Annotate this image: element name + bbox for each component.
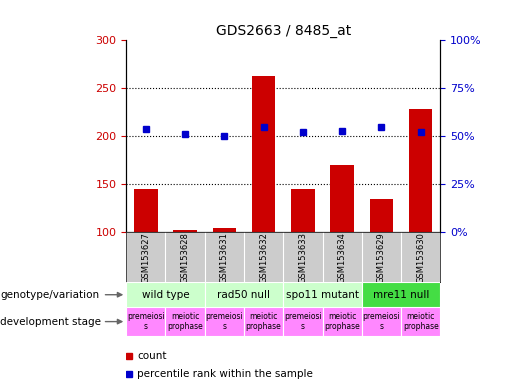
Bar (370, 199, 393, 328)
Text: GSM153632: GSM153632 (259, 232, 268, 283)
Bar (252, 76, 276, 328)
Bar (291, 189, 315, 328)
Bar (204, 282, 283, 307)
Text: GSM153628: GSM153628 (181, 232, 190, 283)
Bar (283, 307, 322, 336)
Bar (409, 109, 433, 328)
Text: development stage: development stage (0, 316, 101, 327)
Text: premeiosi
s: premeiosi s (205, 312, 243, 331)
Bar (213, 228, 236, 328)
Text: premeiosi
s: premeiosi s (127, 312, 165, 331)
Text: rad50 null: rad50 null (217, 290, 270, 300)
Bar (362, 282, 440, 307)
Bar (204, 307, 244, 336)
Text: wild type: wild type (142, 290, 189, 300)
Text: percentile rank within the sample: percentile rank within the sample (138, 369, 313, 379)
Text: premeiosi
s: premeiosi s (284, 312, 322, 331)
Text: meiotic
prophase: meiotic prophase (324, 312, 360, 331)
Bar (165, 307, 204, 336)
Bar (322, 307, 362, 336)
Bar (126, 307, 165, 336)
Text: GSM153630: GSM153630 (416, 232, 425, 283)
Text: premeiosi
s: premeiosi s (363, 312, 400, 331)
Bar (244, 307, 283, 336)
Text: GSM153627: GSM153627 (141, 232, 150, 283)
Bar (401, 307, 440, 336)
Text: count: count (138, 351, 167, 361)
Bar (362, 307, 401, 336)
Text: meiotic
prophase: meiotic prophase (403, 312, 439, 331)
Text: genotype/variation: genotype/variation (0, 290, 99, 300)
Bar (134, 189, 158, 328)
Text: spo11 mutant: spo11 mutant (286, 290, 359, 300)
Bar (126, 282, 204, 307)
Title: GDS2663 / 8485_at: GDS2663 / 8485_at (216, 24, 351, 38)
Bar (283, 282, 362, 307)
Text: mre11 null: mre11 null (373, 290, 429, 300)
Text: meiotic
prophase: meiotic prophase (246, 312, 282, 331)
Text: GSM153631: GSM153631 (220, 232, 229, 283)
Text: GSM153633: GSM153633 (298, 232, 307, 283)
Bar (173, 230, 197, 328)
Text: GSM153634: GSM153634 (338, 232, 347, 283)
Bar (330, 165, 354, 328)
Text: GSM153629: GSM153629 (377, 232, 386, 283)
Text: meiotic
prophase: meiotic prophase (167, 312, 203, 331)
